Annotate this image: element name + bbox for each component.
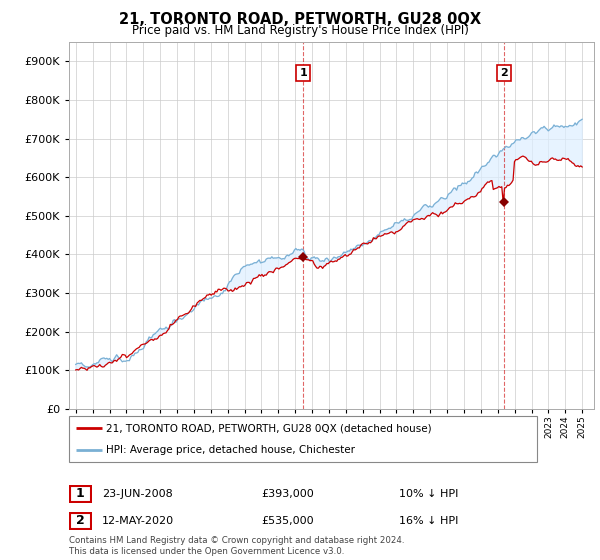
Text: 10% ↓ HPI: 10% ↓ HPI [399, 489, 458, 499]
Text: 2: 2 [500, 68, 508, 78]
Text: 2: 2 [76, 514, 85, 528]
Text: 16% ↓ HPI: 16% ↓ HPI [399, 516, 458, 526]
Text: HPI: Average price, detached house, Chichester: HPI: Average price, detached house, Chic… [106, 445, 355, 455]
Text: 12-MAY-2020: 12-MAY-2020 [102, 516, 174, 526]
FancyBboxPatch shape [70, 486, 91, 502]
Text: 23-JUN-2008: 23-JUN-2008 [102, 489, 173, 499]
Text: Price paid vs. HM Land Registry's House Price Index (HPI): Price paid vs. HM Land Registry's House … [131, 24, 469, 36]
Text: £535,000: £535,000 [261, 516, 314, 526]
Text: 21, TORONTO ROAD, PETWORTH, GU28 0QX: 21, TORONTO ROAD, PETWORTH, GU28 0QX [119, 12, 481, 27]
Text: 1: 1 [76, 487, 85, 501]
FancyBboxPatch shape [70, 513, 91, 529]
Text: Contains HM Land Registry data © Crown copyright and database right 2024.
This d: Contains HM Land Registry data © Crown c… [69, 536, 404, 556]
FancyBboxPatch shape [69, 416, 537, 462]
Text: £393,000: £393,000 [261, 489, 314, 499]
Text: 1: 1 [299, 68, 307, 78]
Text: 21, TORONTO ROAD, PETWORTH, GU28 0QX (detached house): 21, TORONTO ROAD, PETWORTH, GU28 0QX (de… [106, 423, 432, 433]
